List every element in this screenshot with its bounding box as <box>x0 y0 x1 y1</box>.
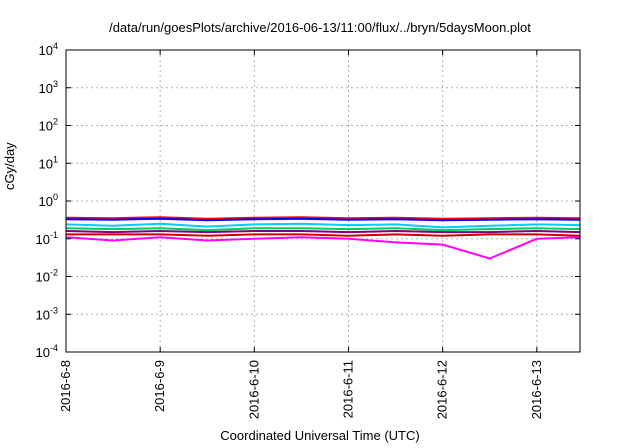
y-tick-label: 102 <box>39 117 58 134</box>
y-tick-label: 100 <box>39 192 58 209</box>
grid-lines <box>65 50 580 352</box>
x-tick-label: 2016-6-13 <box>529 360 544 419</box>
y-axis: 10-4 10-3 10-2 10-1 100 101 102 103 104 <box>36 41 580 360</box>
x-tick-label: 2016-6-11 <box>341 360 356 418</box>
series-line-3 <box>65 222 581 229</box>
y-tick-label: 10-4 <box>36 343 58 360</box>
x-axis-label: Coordinated Universal Time (UTC) <box>220 428 420 443</box>
chart-title: /data/run/goesPlots/archive/2016-06-13/1… <box>109 20 531 35</box>
y-tick-label: 10-1 <box>36 230 58 247</box>
x-tick-label: 2016-6-12 <box>435 360 450 419</box>
x-tick-label: 2016-6-9 <box>152 360 167 412</box>
y-tick-label: 10-3 <box>36 305 58 322</box>
y-tick-label: 104 <box>39 41 58 58</box>
y-tick-label: 103 <box>39 79 58 96</box>
y-tick-label: 10-2 <box>36 268 58 285</box>
series-lines <box>65 216 581 260</box>
series-line-7 <box>65 236 581 260</box>
x-axis: 2016-6-8 2016-6-9 2016-6-10 2016-6-11 2016-6… <box>58 50 544 419</box>
series-line-5 <box>65 230 581 234</box>
series-line-4 <box>65 227 581 232</box>
series-line-6 <box>66 233 581 237</box>
x-tick-label: 2016-6-10 <box>246 360 261 419</box>
series-line-2 <box>65 217 581 222</box>
series-line-1 <box>65 216 581 220</box>
x-tick-label: 2016-6-8 <box>58 360 73 412</box>
y-tick-label: 101 <box>39 154 58 171</box>
y-axis-label: cGy/day <box>2 142 17 190</box>
